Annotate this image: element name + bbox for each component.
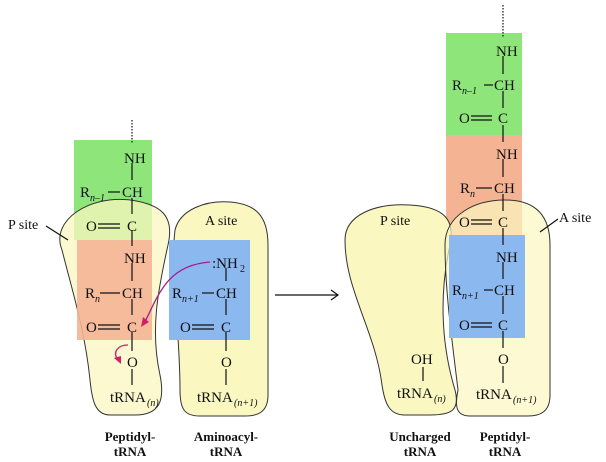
reaction-arrow <box>275 289 340 301</box>
residue-n-box <box>77 240 152 340</box>
nh-label: NH <box>124 151 146 167</box>
o-label: O <box>221 355 232 371</box>
r-label: R <box>80 185 90 201</box>
o-label: O <box>459 318 470 334</box>
r-label: R <box>452 283 462 299</box>
amino-group-label: :NH <box>212 256 238 272</box>
r-label: R <box>460 181 470 197</box>
a-site-label: A site <box>559 211 591 226</box>
r-label: R <box>85 286 95 302</box>
trna-label: tRNA <box>476 387 512 403</box>
r-label: R <box>172 286 182 302</box>
aminoacyl-trna-structure: :NH 2 R n+1 CH O C O tRNA (n+1) <box>172 256 258 409</box>
after-state: NH R n–1 CH O C NH R n CH O C NH R n+1 C… <box>344 5 591 459</box>
r-label: R <box>452 78 462 94</box>
ch-label: CH <box>494 283 515 299</box>
r-subscript: n+1 <box>462 291 479 302</box>
caption: tRNA <box>404 444 437 459</box>
ch-label: CH <box>122 286 143 302</box>
r-subscript: n <box>470 189 475 200</box>
nh-label: NH <box>496 147 518 163</box>
nh-label: NH <box>124 251 146 267</box>
o-label: O <box>86 219 97 235</box>
r-subscript: n–1 <box>90 193 105 204</box>
trna-subscript: (n+1) <box>234 398 258 409</box>
c-label: C <box>127 219 137 235</box>
ch-label: CH <box>122 185 143 201</box>
trna-subscript: (n+1) <box>513 395 537 406</box>
c-label: C <box>498 111 508 127</box>
nh-label: NH <box>496 44 518 60</box>
arrow-head <box>141 317 149 327</box>
trna-label: tRNA <box>397 386 433 402</box>
peptidyl-trna-structure: NH R n–1 CH O C NH R n CH O C O tRNA (n) <box>80 151 159 409</box>
oh-label: OH <box>411 352 433 368</box>
c-label: C <box>127 320 137 336</box>
before-state: NH R n–1 CH O C NH R n CH O C O tRNA (n)… <box>8 120 269 459</box>
caption: Uncharged <box>389 429 451 444</box>
ch-label: CH <box>494 181 515 197</box>
o-label: O <box>459 111 470 127</box>
trna-subscript: (n) <box>147 398 159 409</box>
caption: Aminoacyl- <box>194 429 258 444</box>
p-site-label: P site <box>380 214 410 229</box>
c-label: C <box>221 320 231 336</box>
o-label: O <box>459 215 470 231</box>
arrow-head <box>114 356 121 364</box>
nh-label: NH <box>496 250 518 266</box>
c-label: C <box>498 215 508 231</box>
peptidyl-bonds <box>422 5 559 383</box>
subscript: 2 <box>240 264 245 275</box>
caption: tRNA <box>114 444 147 459</box>
o-label: O <box>86 320 97 336</box>
residue-n-plus-1-box <box>449 235 525 338</box>
o-label: O <box>498 352 509 368</box>
c-label: C <box>498 318 508 334</box>
trna-label: tRNA <box>110 390 146 406</box>
trna-label: tRNA <box>197 390 233 406</box>
a-site-label: A site <box>205 214 237 229</box>
o-label: O <box>127 355 138 371</box>
caption: Peptidyl- <box>480 429 531 444</box>
ch-label: CH <box>216 286 237 302</box>
residue-n-minus-1-box <box>446 33 522 135</box>
uncharged-trna-structure: OH tRNA (n) <box>397 352 446 405</box>
caption: tRNA <box>210 444 243 459</box>
nucleophilic-attack-arrow <box>144 261 211 323</box>
ch-label: CH <box>494 78 515 94</box>
peptidyl-trna-structure: NH R n–1 CH O C NH R n CH O C NH R n+1 C… <box>452 44 537 406</box>
caption: Peptidyl- <box>105 429 156 444</box>
caption: tRNA <box>489 444 522 459</box>
peptidyl-bonds <box>45 120 227 385</box>
r-subscript: n–1 <box>462 86 477 97</box>
r-subscript: n <box>95 294 100 305</box>
o-label: O <box>180 320 191 336</box>
trna-subscript: (n) <box>434 394 446 405</box>
residue-n-plus-1-box <box>169 240 250 340</box>
p-site-ribosome <box>344 204 457 416</box>
p-site-label: P site <box>8 218 38 233</box>
r-subscript: n+1 <box>182 294 199 305</box>
